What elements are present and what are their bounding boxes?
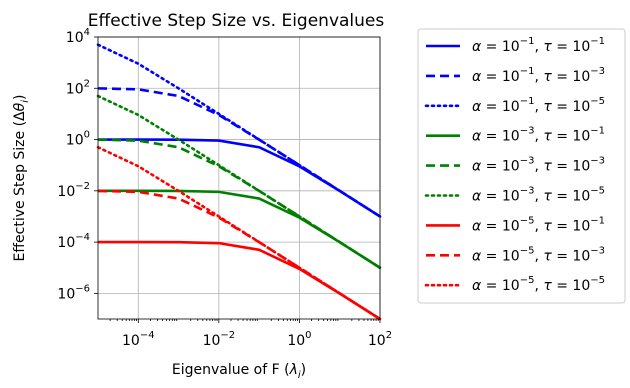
x-tick-label: 10−4	[122, 330, 155, 349]
legend-frame	[417, 28, 626, 304]
y-axis-label: Effective Step Size (Δθi)	[12, 95, 31, 262]
legend-label: α = 10−5, τ = 10−1	[472, 215, 605, 234]
legend-item: α = 10−1, τ = 10−3	[426, 66, 605, 85]
legend-label: α = 10−5, τ = 10−3	[472, 245, 605, 264]
plot-frame	[97, 36, 381, 320]
legend-label: α = 10−3, τ = 10−5	[472, 186, 605, 205]
legend-item: α = 10−3, τ = 10−5	[424, 186, 605, 205]
legend-label: α = 10−3, τ = 10−3	[472, 156, 605, 175]
y-tick-label: 102	[66, 78, 90, 97]
series-line-5	[97, 138, 381, 269]
legend-label: α = 10−3, τ = 10−1	[472, 126, 605, 145]
x-axis-label: Eigenvalue of F (λi)	[172, 362, 306, 381]
series-line-3	[96, 43, 382, 218]
y-tick-label: 10−2	[57, 181, 90, 200]
series-line-7	[98, 240, 381, 321]
y-tick-label: 10−6	[57, 283, 90, 302]
x-axis-ticks: 10−4 10−2 100 102	[109, 319, 392, 349]
legend-item: α = 10−1, τ = 10−1	[426, 36, 605, 55]
series-line-2	[97, 87, 381, 218]
y-axis-ticks: 10−6 10−4 10−2 100 102 104	[57, 27, 98, 302]
chart-title: Effective Step Size vs. Eigenvalues	[88, 11, 385, 31]
series-line-9	[96, 145, 382, 321]
legend-item: α = 10−5, τ = 10−5	[424, 275, 605, 294]
series-line-6	[96, 94, 382, 270]
legend-item: α = 10−3, τ = 10−3	[426, 156, 605, 175]
legend-label: α = 10−5, τ = 10−5	[472, 275, 605, 294]
legend-label: α = 10−1, τ = 10−5	[472, 96, 605, 115]
legend-label: α = 10−1, τ = 10−3	[472, 66, 605, 85]
legend-item: α = 10−5, τ = 10−1	[426, 215, 605, 234]
y-tick-label: 104	[66, 27, 90, 46]
series-lines	[96, 43, 382, 321]
legend-item: α = 10−5, τ = 10−3	[426, 245, 605, 264]
legend-item: α = 10−1, τ = 10−5	[424, 96, 605, 115]
legend-item: α = 10−3, τ = 10−1	[426, 126, 605, 145]
x-tick-label: 102	[368, 330, 392, 349]
y-tick-label: 100	[66, 130, 90, 149]
x-tick-label: 100	[287, 330, 311, 349]
x-tick-label: 10−2	[203, 330, 236, 349]
series-line-8	[97, 189, 381, 321]
y-tick-label: 10−4	[57, 232, 90, 251]
legend-label: α = 10−1, τ = 10−1	[472, 36, 605, 55]
legend: α = 10−1, τ = 10−1 α = 10−1, τ = 10−3 α = …	[417, 28, 626, 304]
